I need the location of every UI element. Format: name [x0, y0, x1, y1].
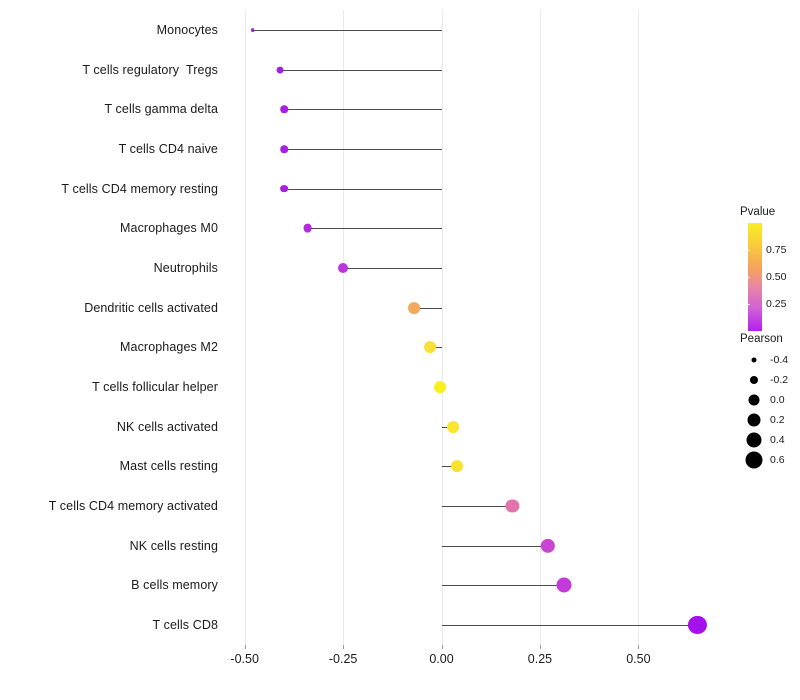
lollipop-point[interactable]: [688, 615, 707, 635]
gridline-x: [343, 10, 345, 645]
lollipop-point[interactable]: [556, 577, 572, 593]
lollipop-point[interactable]: [423, 341, 436, 354]
colorbar-tick-label: 0.75: [766, 244, 787, 256]
size-legend-item: 0.2: [740, 410, 800, 430]
colorbar-tick-label: 0.25: [766, 298, 787, 310]
lollipop-stem: [413, 307, 442, 309]
y-axis-tick-label: Dendritic cells activated: [84, 300, 218, 315]
lollipop-point[interactable]: [451, 460, 464, 473]
lollipop-stem: [343, 268, 442, 269]
size-legend-label: 0.0: [770, 394, 785, 406]
pearson-size-legend: Pearson -0.4 -0.2 0.0 0.2 0.4 0.6: [740, 333, 800, 470]
lollipop-point[interactable]: [447, 420, 460, 433]
size-legend-item: -0.4: [740, 350, 800, 370]
size-legend-label: 0.2: [770, 414, 785, 426]
size-legend-marker: [750, 376, 758, 384]
x-axis-tick-label: 0.50: [626, 652, 651, 666]
lollipop-point[interactable]: [408, 301, 420, 314]
pearson-legend-title: Pearson: [740, 333, 783, 345]
lollipop-stem: [284, 188, 442, 190]
gridline-x: [539, 10, 541, 645]
gridline-x: [441, 10, 443, 645]
size-legend-label: -0.4: [770, 354, 789, 366]
size-legend-marker: [751, 357, 757, 363]
y-axis-tick-label: T cells CD4 naive: [118, 142, 218, 156]
x-axis-tick-label: 0.25: [527, 652, 553, 666]
y-axis-tick-label: Neutrophils: [153, 261, 218, 275]
y-axis-tick-label: Macrophages M2: [120, 340, 218, 355]
lollipop-stem: [441, 506, 513, 507]
x-axis-tick-label: -0.50: [230, 652, 259, 666]
size-legend-item: 0.0: [740, 390, 800, 410]
lollipop-point[interactable]: [250, 28, 255, 32]
lollipop-point[interactable]: [280, 184, 288, 193]
lollipop-point[interactable]: [434, 381, 446, 393]
lollipop-stem: [441, 466, 458, 468]
y-axis-tick-label: T cells CD8: [152, 618, 218, 632]
y-axis-tick-label: Mast cells resting: [119, 459, 218, 474]
y-axis-tick-label: T cells regulatory Tregs: [82, 62, 218, 77]
y-axis-tick-label: Macrophages M0: [120, 221, 218, 236]
lollipop-point[interactable]: [280, 105, 288, 114]
pearson-size-legend-items: -0.4 -0.2 0.0 0.2 0.4 0.6: [740, 350, 800, 470]
size-legend-marker: [748, 394, 760, 406]
size-legend-label: 0.4: [770, 434, 785, 446]
y-axis-tick-label: NK cells resting: [129, 538, 218, 553]
colorbar-tick-mark: [746, 250, 750, 251]
pvalue-legend-title: Pvalue: [740, 206, 776, 218]
colorbar-tick-mark: [746, 304, 750, 305]
colorbar-tick-mark: [746, 277, 750, 278]
gridline-x: [244, 10, 246, 645]
size-legend-item: -0.2: [740, 370, 800, 390]
lollipop-point[interactable]: [338, 263, 349, 273]
y-axis-tick-label: T cells CD4 memory activated: [48, 499, 218, 513]
pvalue-colorbar: [748, 223, 762, 331]
size-legend-marker: [745, 451, 763, 469]
x-axis-tick-mark: [441, 645, 443, 649]
x-axis-tick-mark: [244, 645, 246, 649]
x-axis-tick-label: 0.00: [429, 652, 454, 666]
pvalue-colorbar-wrap: 0.75 0.50 0.25: [740, 223, 800, 333]
x-axis-tick-mark: [638, 645, 640, 649]
x-axis-tick-mark: [539, 645, 541, 649]
lollipop-stem: [280, 69, 442, 71]
size-legend-label: -0.2: [770, 374, 789, 386]
y-axis-labels: Monocytes T cells regulatory Tregs T cells…: [0, 10, 218, 645]
lollipop-stem: [441, 545, 548, 547]
pvalue-color-legend: Pvalue 0.75 0.50 0.25: [740, 206, 800, 333]
lollipop-point[interactable]: [276, 66, 284, 74]
y-axis-tick-label: Monocytes: [156, 23, 218, 37]
size-legend-label: 0.6: [770, 454, 785, 466]
y-axis-tick-label: NK cells activated: [116, 419, 218, 434]
x-axis: -0.50 -0.25 0.00 0.25 0.50: [225, 645, 725, 685]
y-axis-tick-label: T cells gamma delta: [104, 102, 218, 117]
lollipop-stem: [441, 585, 564, 587]
lollipop-point[interactable]: [303, 223, 313, 233]
lollipop-stem: [284, 109, 442, 111]
size-legend-marker: [747, 413, 761, 427]
lollipop-stem: [284, 149, 442, 150]
lollipop-point[interactable]: [280, 145, 288, 153]
size-legend-item: 0.4: [740, 430, 800, 450]
y-axis-tick-label: T cells follicular helper: [92, 380, 218, 394]
lollipop-stem: [441, 625, 698, 626]
y-axis-tick-label: T cells CD4 memory resting: [61, 181, 218, 196]
lollipop-point[interactable]: [540, 538, 556, 553]
lollipop-stem: [252, 30, 442, 31]
size-legend-item: 0.6: [740, 450, 800, 470]
size-legend-marker: [746, 432, 762, 448]
x-axis-tick-label: -0.25: [328, 652, 358, 666]
y-axis-tick-label: B cells memory: [131, 578, 218, 593]
gridline-x: [638, 10, 640, 645]
lollipop-stem: [307, 228, 442, 230]
colorbar-tick-label: 0.50: [766, 271, 787, 283]
lollipop-point[interactable]: [505, 499, 519, 513]
plot-panel: [225, 10, 725, 645]
x-axis-tick-mark: [343, 645, 345, 649]
